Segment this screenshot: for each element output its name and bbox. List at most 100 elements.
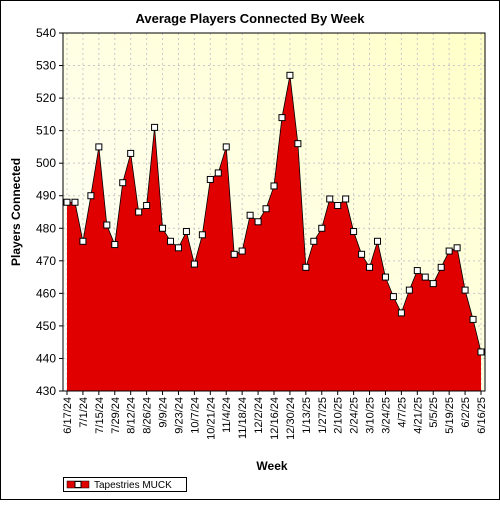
data-point (326, 195, 334, 203)
data-point (366, 263, 374, 271)
x-tick-label: 5/19/25 (444, 397, 456, 434)
legend-label: Tapestries MUCK (94, 480, 172, 491)
x-tick-label: 5/5/25 (428, 397, 440, 428)
x-tick-label: 7/29/24 (110, 397, 122, 434)
x-tick-label: 6/17/24 (62, 397, 74, 434)
data-point (254, 218, 262, 226)
data-point (429, 280, 437, 288)
data-point (222, 143, 230, 151)
data-point (477, 348, 485, 356)
data-point (302, 263, 310, 271)
y-tick-label: 480 (36, 221, 56, 235)
x-tick-label: 1/27/25 (317, 397, 329, 434)
data-point (111, 241, 119, 249)
data-point (238, 247, 246, 255)
data-point (95, 143, 103, 151)
x-tick-label: 6/16/25 (476, 397, 488, 434)
data-point (214, 169, 222, 177)
data-point (374, 237, 381, 245)
x-tick-label: 11/4/24 (221, 397, 233, 433)
data-point (182, 228, 190, 236)
data-point (318, 224, 326, 232)
data-point (294, 140, 302, 148)
x-tick-label: 9/23/24 (173, 397, 185, 434)
y-tick-label: 520 (36, 91, 56, 105)
data-point (421, 273, 429, 281)
data-point (198, 231, 206, 239)
data-point (334, 201, 342, 209)
x-tick-label: 10/21/24 (205, 397, 217, 440)
data-point (71, 198, 79, 206)
data-point (358, 250, 366, 258)
data-point (246, 211, 254, 219)
data-point (119, 179, 127, 187)
data-point (174, 244, 182, 252)
data-point (230, 250, 238, 258)
series-markers (63, 71, 485, 356)
data-point (437, 263, 445, 271)
data-point (278, 114, 286, 122)
x-axis: 6/17/24 7/1/24 7/15/24 7/29/24 8/12/24 8/26/2… (62, 391, 488, 440)
legend-box (63, 477, 187, 492)
data-point (405, 286, 413, 294)
data-point (461, 286, 469, 294)
x-tick-label: 3/24/25 (380, 397, 392, 434)
x-tick-label: 7/15/24 (94, 397, 106, 434)
data-point (413, 267, 421, 275)
data-point (286, 71, 294, 79)
data-point (127, 149, 135, 157)
data-point (445, 247, 453, 255)
data-point (389, 293, 397, 301)
y-tick-label: 510 (36, 124, 56, 138)
x-tick-label: 11/18/24 (237, 397, 249, 439)
x-tick-label: 7/1/24 (78, 397, 90, 428)
data-point (310, 237, 318, 245)
data-point (469, 315, 477, 323)
data-point (350, 228, 358, 236)
x-tick-label: 2/10/25 (333, 397, 345, 434)
x-tick-label: 1/13/25 (301, 397, 313, 434)
legend: Tapestries MUCK (63, 477, 187, 492)
data-point (381, 273, 389, 281)
y-tick-label: 530 (36, 59, 56, 73)
y-tick-label: 440 (36, 351, 56, 365)
y-tick-label: 430 (36, 384, 56, 398)
data-point (63, 198, 71, 206)
x-tick-label: 3/10/25 (365, 397, 377, 434)
x-tick-label: 12/16/24 (269, 397, 281, 440)
y-tick-label: 460 (36, 286, 56, 300)
data-point (190, 260, 198, 268)
y-tick-label: 450 (36, 319, 56, 333)
x-axis-label: Week (256, 459, 287, 473)
data-point (206, 175, 214, 183)
x-tick-label: 10/7/24 (189, 397, 201, 434)
data-point (159, 224, 167, 232)
x-tick-label: 4/21/25 (412, 397, 424, 434)
data-point (342, 195, 350, 203)
y-tick-label: 500 (36, 156, 56, 170)
data-point (103, 221, 111, 229)
x-tick-label: 12/30/24 (285, 397, 297, 440)
chart-title: Average Players Connected By Week (135, 11, 365, 26)
y-tick-label: 540 (36, 26, 56, 40)
x-tick-label: 2/24/25 (349, 397, 361, 434)
y-axis-label: Players Connected (9, 158, 23, 266)
x-tick-label: 6/2/25 (460, 397, 472, 428)
y-tick-label: 470 (36, 254, 56, 268)
data-point (397, 309, 405, 317)
data-point (453, 244, 461, 252)
series-area-fill (67, 75, 481, 392)
x-tick-label: 9/9/24 (158, 397, 170, 428)
x-tick-label: 12/2/24 (253, 397, 265, 434)
y-tick-label: 490 (36, 189, 56, 203)
data-point (151, 123, 159, 131)
data-point (79, 237, 87, 245)
data-point (143, 201, 151, 209)
data-point (87, 192, 95, 200)
data-point (270, 182, 278, 190)
data-point (262, 205, 270, 213)
x-tick-label: 4/7/25 (396, 397, 408, 428)
x-tick-label: 8/12/24 (126, 397, 138, 434)
